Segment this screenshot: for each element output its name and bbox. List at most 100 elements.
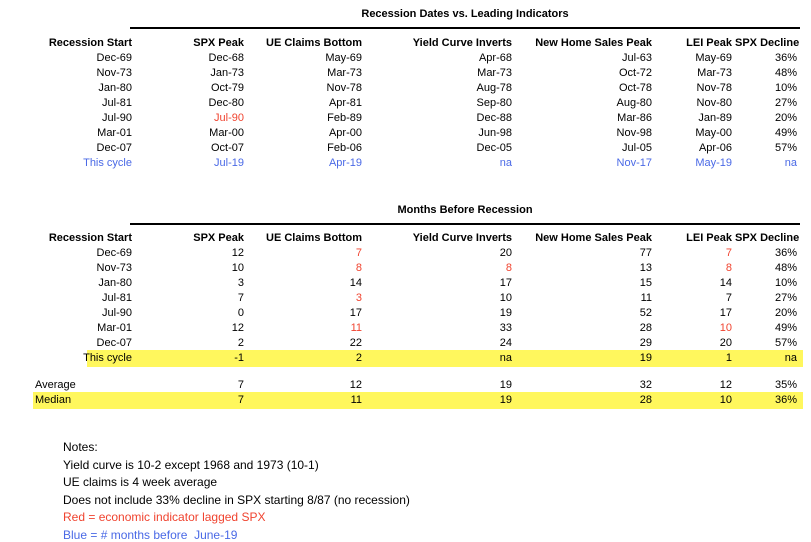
cell: Apr-00: [328, 127, 362, 139]
cell: 36%: [774, 394, 797, 406]
cell: 1: [725, 352, 732, 364]
table-row: Jul-90 0 17 19 52 17 20%: [0, 306, 800, 321]
cell: Jul-81: [102, 292, 132, 304]
cell: 27%: [774, 292, 797, 304]
cell: Dec-69: [96, 52, 132, 64]
header-row: Recession Start SPX Peak UE Claims Bottom Y…: [0, 231, 800, 246]
cell: Dec-07: [96, 142, 132, 154]
table-row: Jan-80 Oct-79 Nov-78 Aug-78 Oct-78 Nov-78 10%: [0, 81, 800, 96]
cell: Jan-80: [98, 277, 132, 289]
cell: Dec-05: [476, 142, 512, 154]
note-line: Red = economic indicator lagged SPX: [63, 510, 266, 524]
cell: 8: [355, 262, 362, 274]
recession-dates-title-underline: [130, 27, 800, 29]
cell: 7: [237, 379, 244, 391]
cell: 12: [349, 379, 362, 391]
table-row: Dec-69 Dec-68 May-69 Apr-68 Jul-63 May-69 36%: [0, 51, 800, 66]
cell: Dec-68: [208, 52, 244, 64]
cell: Nov-98: [616, 127, 652, 139]
column-header: Yield Curve Inverts: [412, 232, 512, 244]
column-header: LEI Peak: [686, 37, 732, 49]
table-row: Average 7 12 19 32 12 35%: [0, 378, 800, 393]
table-row: Jul-90 Jul-90 Feb-89 Dec-88 Mar-86 Jan-89 20%: [0, 111, 800, 126]
cell: Apr-81: [328, 97, 362, 109]
cell: 12: [231, 247, 244, 259]
cell: 2: [237, 337, 244, 349]
cell: May-69: [695, 52, 732, 64]
table-row: Dec-69 12 7 20 77 7 36%: [0, 246, 800, 261]
cell: 2: [355, 352, 362, 364]
cell: 20: [499, 247, 512, 259]
cell: 29: [639, 337, 652, 349]
cell: 10: [231, 262, 244, 274]
cell: Jul-90: [102, 307, 132, 319]
note-line: UE claims is 4 week average: [63, 475, 218, 489]
cell: 7: [355, 247, 362, 259]
cell: Jan-80: [98, 82, 132, 94]
cell: Jul-90: [102, 112, 132, 124]
column-header: SPX Decline: [735, 232, 800, 244]
cell: 11: [350, 394, 362, 406]
note-line: Does not include 33% decline in SPX star…: [63, 492, 410, 507]
cell: 7: [237, 292, 244, 304]
cell: 3: [355, 292, 362, 304]
cell: This cycle: [83, 157, 132, 169]
cell: 17: [349, 307, 362, 319]
cell: 27%: [774, 97, 797, 109]
cell: na: [499, 352, 512, 364]
cell: 10: [719, 394, 732, 406]
cell: na: [784, 352, 797, 364]
column-header: SPX Peak: [193, 232, 244, 244]
cell: 8: [725, 262, 732, 274]
cell: 57%: [774, 337, 797, 349]
cell: Jul-81: [102, 97, 132, 109]
cell: 24: [499, 337, 512, 349]
cell: 77: [639, 247, 652, 259]
summary-table: Average 7 12 19 32 12 35% Median 7 11 19 28 10 36%: [0, 378, 800, 408]
months-before-title: Months Before Recession: [397, 204, 533, 216]
cell: 7: [725, 247, 732, 259]
cell: Dec-07: [96, 337, 132, 349]
cell: na: [499, 157, 512, 169]
cell: Oct-07: [210, 142, 244, 154]
cell: Apr-19: [328, 157, 362, 169]
cell: 49%: [774, 322, 797, 334]
recession-dates-table: Recession Start SPX Peak UE Claims Bottom Y…: [0, 36, 800, 171]
cell: Nov-17: [616, 157, 652, 169]
recession-dates-title: Recession Dates vs. Leading Indicators: [361, 8, 569, 20]
cell: 28: [639, 394, 652, 406]
cell: 14: [719, 277, 732, 289]
table-row: Dec-07 2 22 24 29 20 57%: [0, 336, 800, 351]
cell: 48%: [774, 67, 797, 79]
cell: Mar-73: [697, 67, 732, 79]
cell: Apr-06: [698, 142, 732, 154]
note-line: Yield curve is 10-2 except 1968 and 1973…: [63, 457, 319, 472]
cell: Jul-19: [214, 157, 244, 169]
table-row: Jul-81 Dec-80 Apr-81 Sep-80 Aug-80 Nov-80 27%: [0, 96, 800, 111]
cell: 15: [639, 277, 652, 289]
cell: Jan-89: [698, 112, 732, 124]
median-row-highlight: [33, 392, 803, 409]
cell: 19: [499, 307, 512, 319]
table-row: Jul-81 7 3 10 11 7 27%: [0, 291, 800, 306]
cell: 19: [499, 379, 512, 391]
cell: 10%: [774, 277, 797, 289]
cell: 36%: [774, 247, 797, 259]
cell: Mar-00: [209, 127, 244, 139]
table-row: Mar-01 Mar-00 Apr-00 Jun-98 Nov-98 May-00 49%: [0, 126, 800, 141]
cell: 20%: [774, 307, 797, 319]
header-row: Recession Start SPX Peak UE Claims Bottom Y…: [0, 36, 800, 51]
months-before-table: Recession Start SPX Peak UE Claims Bottom Y…: [0, 231, 800, 366]
table-row: Dec-07 Oct-07 Feb-06 Dec-05 Jul-05 Apr-06 57%: [0, 141, 800, 156]
cell: Sep-80: [476, 97, 512, 109]
column-header: Recession Start: [48, 37, 132, 49]
table-row: Nov-73 10 8 8 13 8 48%: [0, 261, 800, 276]
this-cycle-row-highlight: [87, 350, 803, 367]
cell: This cycle: [83, 352, 132, 364]
table-row: This cycle -1 2 na 19 1 na: [0, 351, 800, 366]
cell: 20: [719, 337, 732, 349]
cell: 17: [719, 307, 732, 319]
column-header: LEI Peak: [686, 232, 732, 244]
cell: 48%: [774, 262, 797, 274]
cell: 19: [639, 352, 652, 364]
